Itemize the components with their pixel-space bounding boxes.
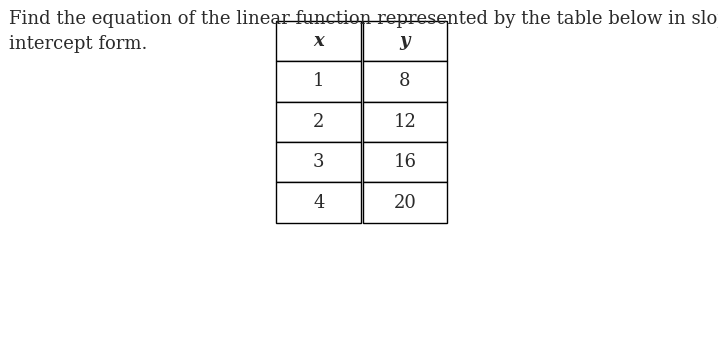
Text: 20: 20 bbox=[393, 194, 416, 212]
Text: 2: 2 bbox=[313, 113, 325, 131]
Bar bbox=[363, 21, 447, 61]
Text: 3: 3 bbox=[313, 153, 325, 171]
Bar bbox=[276, 21, 361, 61]
Text: 8: 8 bbox=[399, 72, 411, 90]
Text: Find the equation of the linear function represented by the table below in slope: Find the equation of the linear function… bbox=[9, 10, 718, 52]
Bar bbox=[363, 61, 447, 102]
Text: 4: 4 bbox=[313, 194, 325, 212]
Text: 16: 16 bbox=[393, 153, 416, 171]
Bar bbox=[276, 182, 361, 223]
Bar bbox=[363, 142, 447, 182]
Text: 12: 12 bbox=[393, 113, 416, 131]
Text: y: y bbox=[400, 32, 410, 50]
Bar bbox=[276, 102, 361, 142]
Bar bbox=[276, 142, 361, 182]
Bar bbox=[276, 61, 361, 102]
Bar bbox=[363, 182, 447, 223]
Bar bbox=[363, 102, 447, 142]
Text: 1: 1 bbox=[313, 72, 325, 90]
Text: x: x bbox=[314, 32, 324, 50]
